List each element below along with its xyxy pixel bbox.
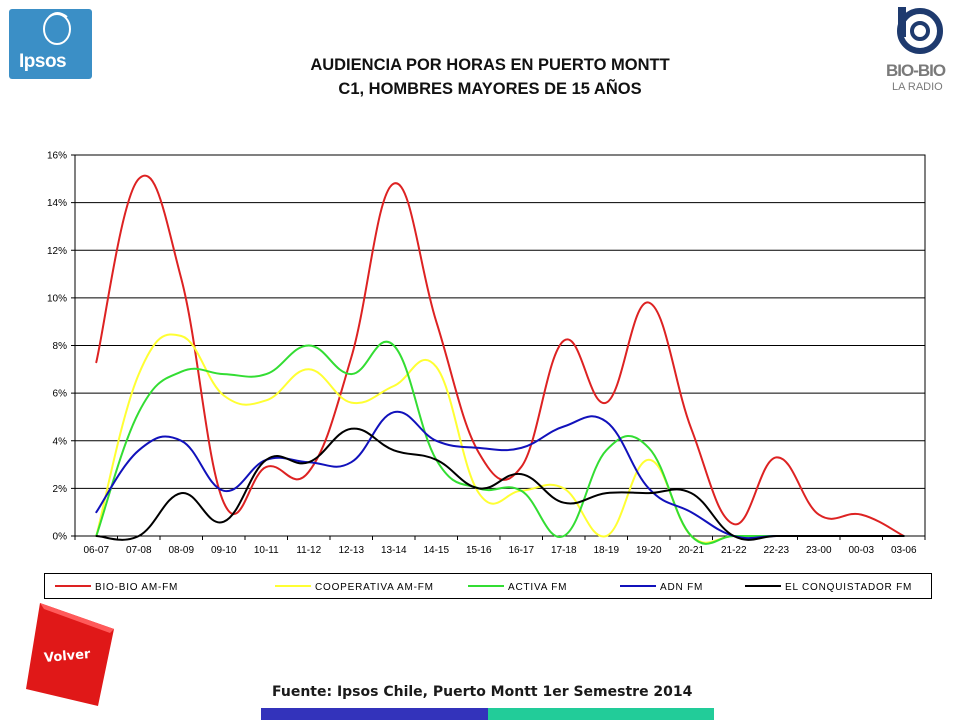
x-tick-label: 06-07 bbox=[83, 545, 109, 556]
y-tick-label: 14% bbox=[47, 198, 67, 209]
x-tick-label: 21-22 bbox=[721, 545, 747, 556]
series-line bbox=[95, 427, 905, 541]
x-tick-label: 16-17 bbox=[508, 545, 534, 556]
footer-bar-blue bbox=[261, 708, 488, 720]
x-tick-label: 23-00 bbox=[806, 545, 832, 556]
y-tick-label: 10% bbox=[47, 293, 67, 304]
y-tick-label: 4% bbox=[53, 436, 68, 447]
chart-subtitle: C1, HOMBRES MAYORES DE 15 AÑOS bbox=[338, 80, 642, 98]
series-line bbox=[95, 410, 905, 540]
y-tick-label: 12% bbox=[47, 246, 67, 257]
x-tick-label: 14-15 bbox=[423, 545, 449, 556]
biobio-radio-icon bbox=[897, 7, 943, 54]
series-line bbox=[95, 340, 905, 545]
y-tick-label: 0% bbox=[53, 532, 68, 543]
x-tick-label: 12-13 bbox=[338, 545, 364, 556]
back-button-shape bbox=[26, 603, 114, 706]
x-tick-label: 09-10 bbox=[211, 545, 237, 556]
biobio-logo: BIO-BIO LA RADIO bbox=[884, 5, 956, 100]
ipsos-logo-text: Ipsos bbox=[19, 51, 67, 72]
legend-label: ACTIVA FM bbox=[508, 582, 567, 593]
y-tick-label: 2% bbox=[53, 484, 68, 495]
chart-legend: BIO-BIO AM-FM COOPERATIVA AM-FM ACTIVA FM A… bbox=[44, 573, 932, 599]
footer-bar-teal bbox=[488, 708, 714, 720]
chart-title: AUDIENCIA POR HORAS EN PUERTO MONTT bbox=[310, 56, 670, 74]
x-tick-label: 20-21 bbox=[678, 545, 704, 556]
x-tick-label: 13-14 bbox=[381, 545, 407, 556]
legend-label: EL CONQUISTADOR FM bbox=[785, 582, 912, 593]
y-tick-label: 6% bbox=[53, 389, 68, 400]
x-tick-label: 03-06 bbox=[891, 545, 917, 556]
x-tick-label: 22-23 bbox=[763, 545, 789, 556]
x-tick-label: 11-12 bbox=[296, 545, 321, 556]
series-line bbox=[95, 174, 905, 537]
x-tick-label: 19-20 bbox=[636, 545, 662, 556]
series-line bbox=[95, 333, 905, 544]
legend-label: BIO-BIO AM-FM bbox=[95, 582, 178, 593]
x-tick-label: 08-09 bbox=[168, 545, 194, 556]
y-tick-label: 8% bbox=[53, 341, 68, 352]
ipsos-head-icon bbox=[43, 12, 71, 45]
x-tick-label: 10-11 bbox=[254, 545, 279, 556]
x-tick-label: 00-03 bbox=[848, 545, 874, 556]
x-tick-label: 18-19 bbox=[593, 545, 619, 556]
x-tick-label: 15-16 bbox=[466, 545, 492, 556]
x-tick-label: 07-08 bbox=[126, 545, 152, 556]
legend-label: ADN FM bbox=[660, 582, 703, 593]
y-tick-label: 16% bbox=[47, 151, 67, 162]
volver-button[interactable]: Volver bbox=[26, 603, 114, 706]
source-note: Fuente: Ipsos Chile, Puerto Montt 1er Se… bbox=[272, 684, 693, 700]
line-chart: 0% 2% 4% 6% 8% 10% 12% 14% 16% 06-07 07-08 08-09 09-… bbox=[47, 151, 926, 556]
biobio-logo-text: BIO-BIO bbox=[886, 61, 946, 80]
legend-label: COOPERATIVA AM-FM bbox=[315, 582, 434, 593]
x-tick-label: 17-18 bbox=[551, 545, 577, 556]
biobio-logo-subtext: LA RADIO bbox=[892, 81, 943, 93]
ipsos-logo: Ipsos bbox=[9, 9, 92, 79]
